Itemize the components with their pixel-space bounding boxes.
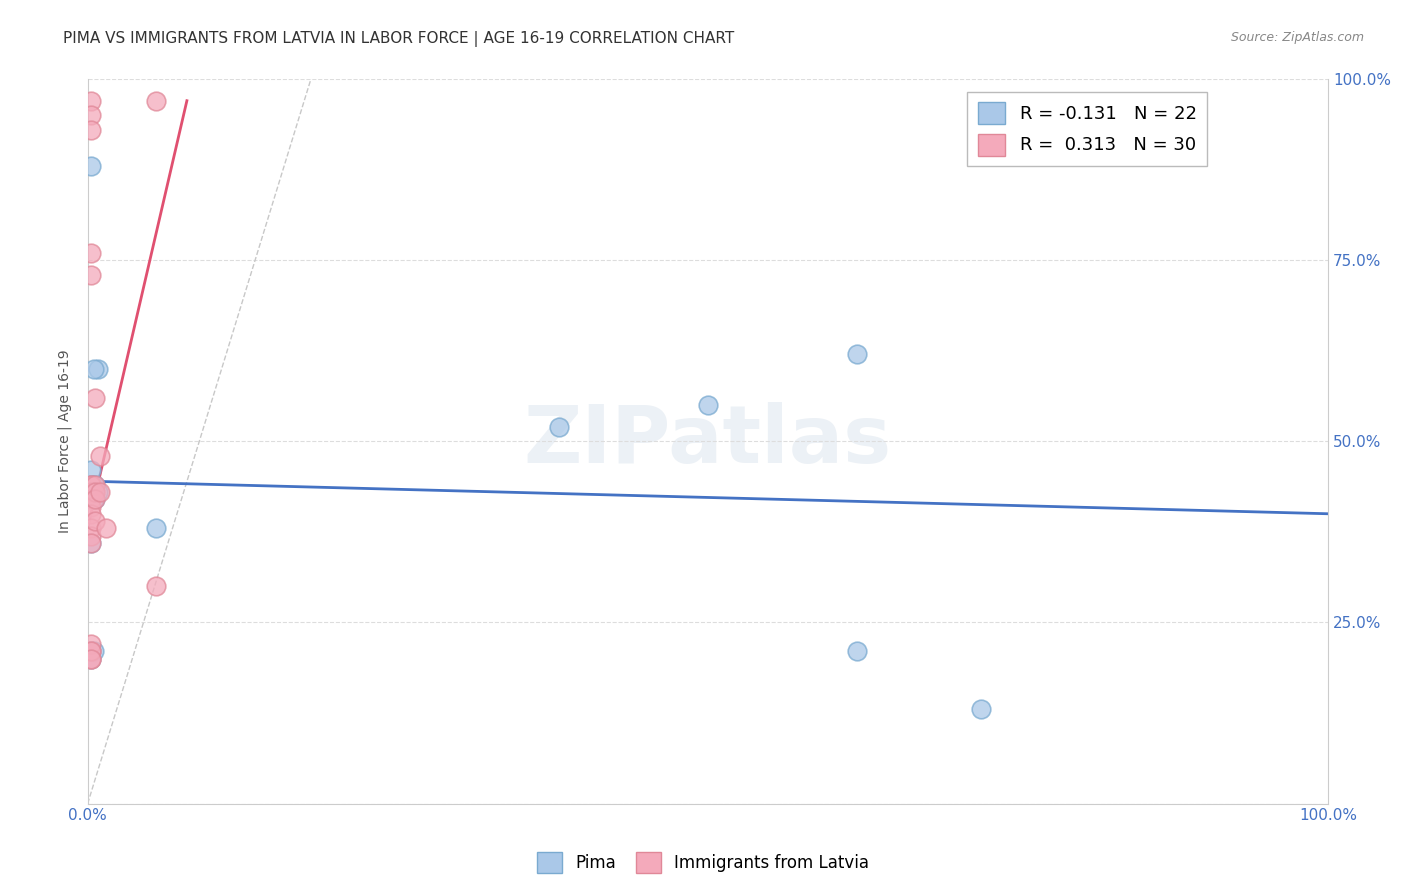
Point bbox=[80, 492, 103, 507]
Point bbox=[80, 651, 103, 665]
Point bbox=[84, 492, 107, 507]
Point bbox=[96, 521, 118, 535]
Point bbox=[80, 485, 103, 500]
Point bbox=[80, 637, 103, 651]
Point bbox=[83, 644, 105, 658]
Point bbox=[696, 398, 718, 412]
Point bbox=[80, 507, 103, 521]
Point bbox=[80, 535, 103, 549]
Point bbox=[80, 159, 103, 173]
Point bbox=[970, 702, 993, 716]
Point bbox=[80, 477, 103, 491]
Point bbox=[145, 579, 167, 593]
Point bbox=[80, 500, 103, 514]
Point bbox=[84, 477, 107, 491]
Point bbox=[84, 477, 107, 491]
Text: ZIPatlas: ZIPatlas bbox=[524, 402, 891, 480]
Point bbox=[80, 122, 103, 136]
Point bbox=[80, 644, 103, 658]
Point bbox=[80, 651, 103, 665]
Point bbox=[80, 108, 103, 122]
Y-axis label: In Labor Force | Age 16-19: In Labor Force | Age 16-19 bbox=[58, 350, 72, 533]
Point bbox=[83, 361, 105, 376]
Point bbox=[89, 485, 111, 500]
Point bbox=[80, 477, 103, 491]
Legend: R = -0.131   N = 22, R =  0.313   N = 30: R = -0.131 N = 22, R = 0.313 N = 30 bbox=[967, 92, 1208, 167]
Legend: Pima, Immigrants from Latvia: Pima, Immigrants from Latvia bbox=[530, 846, 876, 880]
Point bbox=[86, 361, 108, 376]
Point bbox=[80, 644, 103, 658]
Point bbox=[145, 94, 167, 108]
Text: Source: ZipAtlas.com: Source: ZipAtlas.com bbox=[1230, 31, 1364, 45]
Point bbox=[80, 485, 103, 500]
Point bbox=[845, 347, 868, 361]
Point bbox=[84, 485, 107, 500]
Point bbox=[80, 535, 103, 549]
Point bbox=[80, 94, 103, 108]
Point bbox=[83, 477, 105, 491]
Point bbox=[80, 477, 103, 491]
Point bbox=[80, 246, 103, 260]
Point bbox=[548, 419, 571, 434]
Point bbox=[84, 492, 107, 507]
Point bbox=[80, 268, 103, 282]
Point bbox=[84, 514, 107, 528]
Text: PIMA VS IMMIGRANTS FROM LATVIA IN LABOR FORCE | AGE 16-19 CORRELATION CHART: PIMA VS IMMIGRANTS FROM LATVIA IN LABOR … bbox=[63, 31, 734, 47]
Point bbox=[80, 463, 103, 477]
Point bbox=[84, 391, 107, 405]
Point bbox=[145, 521, 167, 535]
Point bbox=[80, 651, 103, 665]
Point bbox=[83, 492, 105, 507]
Point bbox=[89, 449, 111, 463]
Point bbox=[80, 477, 103, 491]
Point bbox=[83, 485, 105, 500]
Point bbox=[86, 485, 108, 500]
Point bbox=[80, 528, 103, 542]
Point bbox=[80, 644, 103, 658]
Point bbox=[845, 644, 868, 658]
Point bbox=[80, 521, 103, 535]
